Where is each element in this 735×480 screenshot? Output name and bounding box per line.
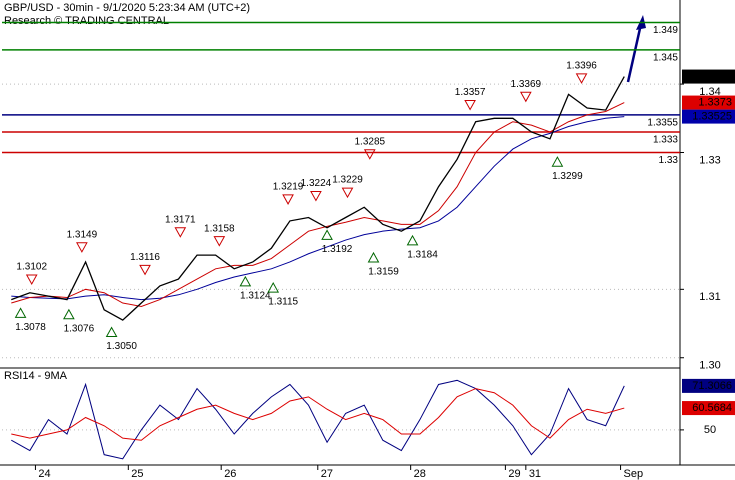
price-box-label: 1.3373 xyxy=(698,96,732,108)
y-tick-label: 1.31 xyxy=(699,291,720,303)
level-label: 1.333 xyxy=(653,135,678,146)
x-tick-label: 25 xyxy=(131,468,143,480)
projection-arrow xyxy=(626,23,643,83)
y-tick-label: 1.33 xyxy=(699,154,720,166)
price-box xyxy=(682,378,735,393)
trough-marker xyxy=(406,234,419,246)
y-tick-label: 1.30 xyxy=(699,360,720,372)
peak-label: 1.3171 xyxy=(165,214,196,225)
x-tick-label: 26 xyxy=(224,468,236,480)
x-tick-label: 27 xyxy=(321,468,333,480)
peak-label: 1.3158 xyxy=(204,223,235,234)
peak-marker xyxy=(282,194,294,205)
peak-label: 1.3229 xyxy=(332,175,363,186)
level-label: 1.349 xyxy=(653,25,678,36)
trough-marker xyxy=(14,307,27,318)
chart-subtitle: Research © TRADING CENTRAL xyxy=(4,15,169,27)
trough-label: 1.3076 xyxy=(64,323,95,334)
trough-label: 1.3299 xyxy=(552,171,583,182)
x-tick-label: 24 xyxy=(38,468,50,480)
price-box xyxy=(682,95,735,110)
trough-marker xyxy=(239,275,252,287)
peak-marker xyxy=(464,100,476,111)
trough-marker xyxy=(105,326,118,338)
peak-label: 1.3224 xyxy=(301,178,332,189)
trough-label: 1.3159 xyxy=(368,267,399,278)
trough-label: 1.3078 xyxy=(15,322,46,333)
peak-label: 1.3285 xyxy=(354,136,385,147)
x-tick-label: 28 xyxy=(414,468,426,480)
peak-label: 1.3219 xyxy=(273,182,304,193)
peak-label: 1.3116 xyxy=(130,252,160,263)
moving-average xyxy=(11,102,625,307)
peak-marker xyxy=(76,242,88,253)
price-box-label: 1.33525 xyxy=(692,110,732,122)
peak-marker xyxy=(174,227,187,238)
rsi-line xyxy=(11,388,625,441)
peak-label: 1.3102 xyxy=(16,262,47,273)
y-tick-label: 50 xyxy=(704,424,716,436)
x-tick-label: 29 xyxy=(508,468,520,480)
x-tick-label: Sep xyxy=(624,468,644,480)
peak-marker xyxy=(139,264,151,276)
trough-label: 1.3115 xyxy=(268,297,298,308)
trough-marker xyxy=(367,251,380,263)
trough-marker xyxy=(63,308,75,320)
price-box xyxy=(682,401,735,416)
peak-marker xyxy=(25,274,38,285)
chart-title: GBP/USD - 30min - 9/1/2020 5:23:34 AM (U… xyxy=(4,2,250,14)
price-box-label: 71.3066 xyxy=(692,380,732,392)
trough-marker xyxy=(551,156,564,167)
price-box xyxy=(682,109,735,124)
trough-label: 1.3124 xyxy=(240,291,271,302)
level-label: 1.345 xyxy=(653,53,678,64)
moving-average xyxy=(11,116,625,301)
rsi-line xyxy=(11,379,625,460)
rsi-title: RSI14 - 9MA xyxy=(4,370,68,382)
peak-marker xyxy=(341,187,354,199)
peak-marker xyxy=(519,91,532,103)
price-box-label: 60.5684 xyxy=(692,402,732,414)
trough-marker xyxy=(267,282,280,293)
level-label: 1.33 xyxy=(659,155,679,166)
price-box-label: 1.3411 xyxy=(699,70,732,82)
y-tick-label: 1.34 xyxy=(699,86,720,98)
peak-label: 1.3357 xyxy=(455,87,486,98)
level-label: 1.3355 xyxy=(647,118,678,129)
trough-label: 1.3050 xyxy=(106,341,137,352)
trough-marker xyxy=(321,229,333,240)
trough-label: 1.3184 xyxy=(407,250,438,261)
peak-label: 1.3369 xyxy=(511,79,542,90)
peak-marker xyxy=(363,149,376,160)
trough-label: 1.3192 xyxy=(322,244,353,255)
price-line xyxy=(11,76,625,321)
peak-marker xyxy=(310,190,322,202)
price-box xyxy=(682,69,735,84)
peak-marker xyxy=(575,73,588,84)
peak-label: 1.3396 xyxy=(566,60,597,71)
x-tick-label: 31 xyxy=(529,468,541,480)
peak-marker xyxy=(213,236,226,247)
peak-label: 1.3149 xyxy=(67,229,98,240)
